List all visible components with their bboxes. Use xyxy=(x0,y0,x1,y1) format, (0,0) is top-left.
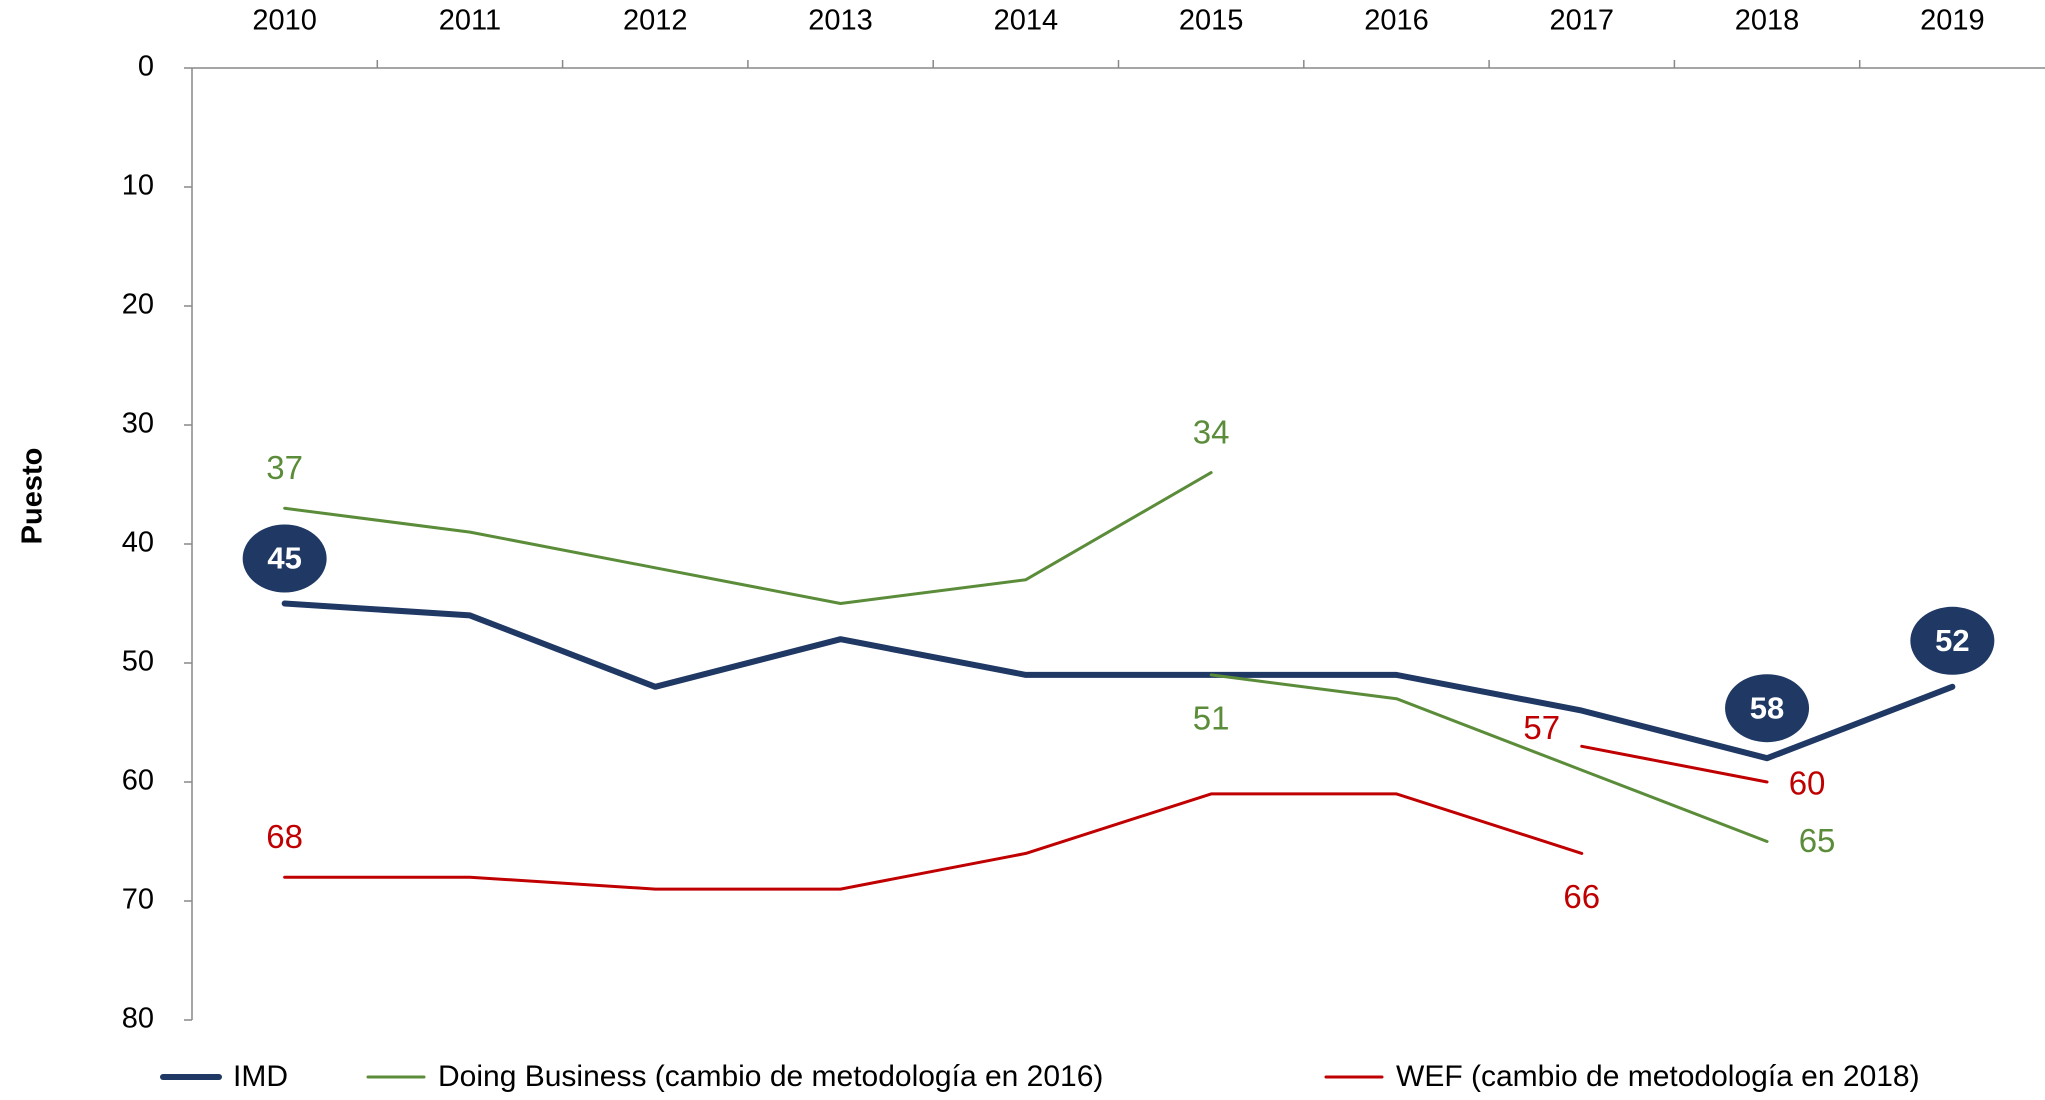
y-tick-label: 60 xyxy=(122,765,154,797)
x-tick-label: 2011 xyxy=(439,5,501,37)
series-line xyxy=(1580,744,1769,784)
x-tick-label: 2014 xyxy=(994,5,1059,37)
legend-label: IMD xyxy=(233,1060,288,1093)
x-tick-label: 2019 xyxy=(1920,5,1985,37)
y-tick-label: 30 xyxy=(122,408,154,440)
data-label: 68 xyxy=(266,818,303,855)
data-label: 60 xyxy=(1789,765,1826,802)
data-label: 51 xyxy=(1193,700,1230,737)
data-label: 45 xyxy=(267,541,301,576)
label-bubble xyxy=(242,524,327,593)
series-line xyxy=(283,792,1584,891)
data-label: 34 xyxy=(1193,413,1230,450)
x-tick-label: 2018 xyxy=(1735,5,1800,37)
label-bubble xyxy=(1725,674,1810,743)
x-tick-label: 2010 xyxy=(252,5,317,37)
y-tick-label: 20 xyxy=(122,289,154,321)
data-label: 58 xyxy=(1750,690,1784,725)
data-label: 57 xyxy=(1523,709,1560,746)
x-tick-label: 2013 xyxy=(808,5,873,37)
series-line xyxy=(281,600,1956,762)
y-tick-label: 80 xyxy=(122,1003,154,1035)
series-line xyxy=(283,471,1213,605)
series-line xyxy=(1209,673,1769,843)
x-tick-label: 2016 xyxy=(1364,5,1429,37)
y-tick-label: 40 xyxy=(122,527,154,559)
data-label: 65 xyxy=(1799,822,1836,859)
y-tick-label: 50 xyxy=(122,646,154,678)
data-label: 66 xyxy=(1563,878,1600,915)
legend-label: WEF (cambio de metodología en 2018) xyxy=(1396,1060,1920,1093)
y-tick-label: 70 xyxy=(122,884,154,916)
legend-label: Doing Business (cambio de metodología en… xyxy=(438,1060,1103,1093)
x-tick-label: 2012 xyxy=(623,5,688,37)
data-label: 37 xyxy=(266,449,303,486)
data-label: 52 xyxy=(1935,623,1969,658)
x-tick-label: 2015 xyxy=(1179,5,1244,37)
label-bubble xyxy=(1910,606,1995,675)
y-tick-label: 0 xyxy=(138,51,154,83)
x-tick-label: 2017 xyxy=(1549,5,1614,37)
y-tick-label: 10 xyxy=(122,170,154,202)
y-axis-label: Puesto xyxy=(17,448,49,545)
